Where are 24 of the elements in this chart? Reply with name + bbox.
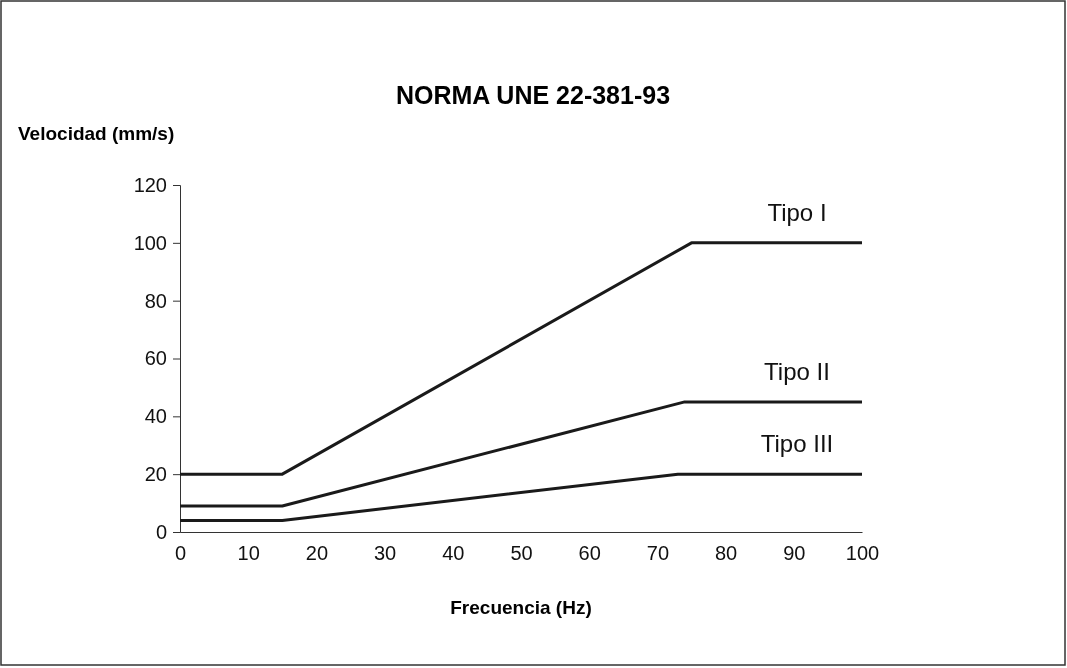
y-tick-label: 0 [155, 520, 167, 543]
series-label: Tipo III [760, 430, 834, 458]
x-tick-label: 50 [510, 542, 533, 565]
x-tick-label: 80 [714, 542, 738, 565]
x-tick-label: 10 [237, 542, 260, 565]
y-tick-label: 120 [133, 173, 167, 196]
y-tick-label: 80 [144, 289, 167, 312]
series-label: Tipo II [764, 357, 830, 385]
x-tick-label: 70 [646, 542, 670, 565]
x-tick-label: 0 [174, 542, 187, 565]
y-tick-label: 100 [133, 231, 167, 254]
y-axis-title: Velocidad (mm/s) [18, 123, 175, 144]
x-tick-label: 100 [845, 542, 880, 565]
x-tick-label: 60 [578, 542, 601, 565]
series-label: Tipo I [767, 198, 827, 226]
x-tick-label: 20 [305, 542, 329, 565]
y-tick-label: 40 [144, 405, 167, 428]
x-tick-label: 40 [442, 542, 465, 565]
x-tick-label: 90 [783, 542, 806, 565]
y-tick-label: 20 [144, 463, 167, 486]
x-tick-label: 30 [373, 542, 397, 565]
x-axis-title: Frecuencia (Hz) [450, 597, 592, 618]
chart-title: NORMA UNE 22-381-93 [395, 81, 671, 109]
y-tick-label: 60 [144, 347, 167, 370]
